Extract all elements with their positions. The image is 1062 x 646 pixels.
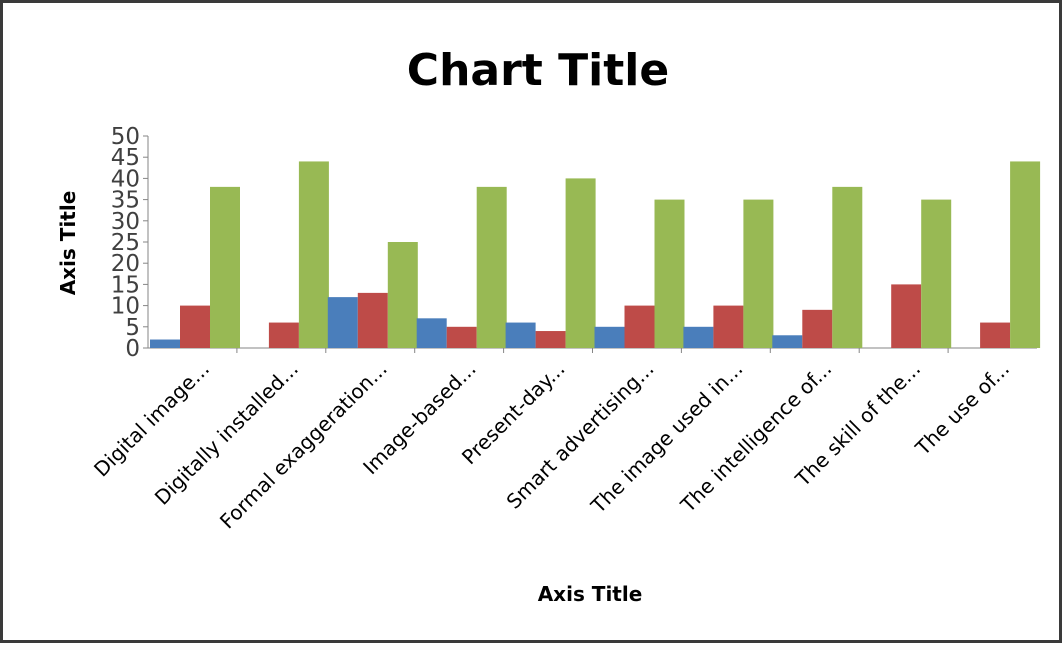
x-category-label: The image used in... (585, 357, 747, 519)
bar-series-2 (180, 305, 210, 348)
x-category-label: The intelligence of... (675, 357, 836, 518)
bar-series-2 (446, 326, 477, 348)
x-axis-title: Axis Title (538, 582, 643, 606)
chart-svg: Chart Title Axis Title Axis Title 051015… (56, 45, 1041, 606)
bar-series-2 (891, 284, 922, 348)
y-tick-label: 15 (111, 272, 140, 298)
bar-series-1 (327, 297, 358, 348)
bar-series-1 (683, 326, 714, 348)
bar-series-1 (505, 322, 536, 348)
y-tick-label: 45 (111, 145, 140, 171)
bar-series-3 (387, 242, 418, 348)
y-tick-label: 20 (111, 251, 140, 277)
bar-series-3 (210, 186, 240, 348)
bar-series-3 (743, 199, 774, 348)
chart-title: Chart Title (407, 45, 669, 96)
y-tick-label: 10 (111, 294, 140, 320)
x-category-label: Formal exaggeration... (215, 357, 392, 534)
bar-series-2 (980, 322, 1011, 348)
bar-series-3 (921, 199, 952, 348)
y-tick-label: 35 (111, 188, 140, 214)
y-tick-label: 25 (111, 230, 140, 256)
x-category-label: Smart advertising... (502, 357, 659, 514)
y-tick-label: 5 (125, 315, 140, 341)
bar-series-3 (1010, 161, 1041, 348)
y-tick-label: 30 (111, 209, 140, 235)
x-category-label: The use of... (910, 357, 1014, 461)
bar-series-3 (476, 186, 507, 348)
bar-series-2 (624, 305, 655, 348)
y-tick-label: 0 (125, 336, 140, 362)
bar-series-3 (298, 161, 329, 348)
bar-series-2 (535, 331, 566, 348)
bar-series-2 (357, 292, 388, 348)
y-tick-label: 40 (111, 166, 140, 192)
bar-series-1 (772, 335, 803, 348)
bar-series-2 (802, 309, 833, 348)
bar-series-1 (594, 326, 625, 348)
y-axis-title: Axis Title (56, 191, 80, 296)
bar-series-3 (565, 178, 596, 348)
y-tick-label: 50 (111, 124, 140, 150)
bar-series-3 (832, 186, 863, 348)
bar-series-2 (713, 305, 744, 348)
bar-series-1 (416, 318, 447, 348)
bar-series-3 (654, 199, 685, 348)
bar-series-2 (268, 322, 299, 348)
bar-series-1 (150, 339, 180, 348)
